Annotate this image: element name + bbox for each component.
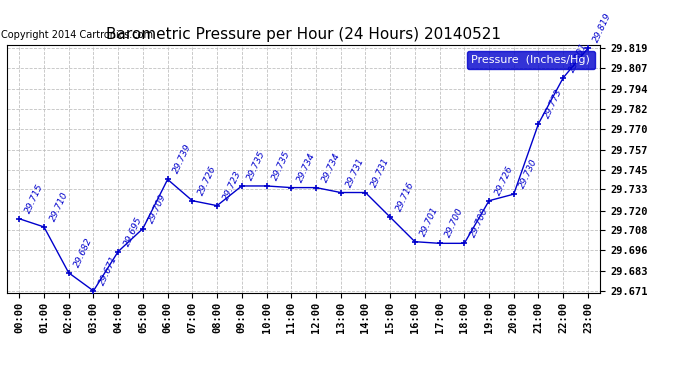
Text: 29.710: 29.710: [48, 190, 70, 223]
Text: 29.700: 29.700: [469, 207, 490, 239]
Text: 29.731: 29.731: [345, 156, 366, 188]
Text: 29.716: 29.716: [394, 180, 416, 213]
Text: 29.819: 29.819: [592, 12, 613, 44]
Text: 29.726: 29.726: [197, 164, 218, 196]
Text: 29.773: 29.773: [542, 87, 564, 120]
Text: 29.730: 29.730: [518, 158, 540, 190]
Text: 29.739: 29.739: [172, 143, 193, 175]
Text: 29.734: 29.734: [295, 151, 317, 183]
Text: 29.723: 29.723: [221, 169, 243, 201]
Text: 29.735: 29.735: [270, 149, 292, 182]
Title: Barometric Pressure per Hour (24 Hours) 20140521: Barometric Pressure per Hour (24 Hours) …: [106, 27, 501, 42]
Text: Copyright 2014 Cartronics.com: Copyright 2014 Cartronics.com: [1, 30, 153, 40]
Text: 29.731: 29.731: [370, 156, 391, 188]
Text: 29.701: 29.701: [419, 205, 440, 237]
Text: 29.671: 29.671: [97, 254, 119, 287]
Text: 29.801: 29.801: [567, 41, 589, 74]
Legend: Pressure  (Inches/Hg): Pressure (Inches/Hg): [467, 51, 595, 69]
Text: 29.726: 29.726: [493, 164, 515, 196]
Text: 29.682: 29.682: [73, 236, 95, 268]
Text: 29.695: 29.695: [122, 215, 144, 248]
Text: 29.709: 29.709: [147, 192, 168, 224]
Text: 29.700: 29.700: [444, 207, 465, 239]
Text: 29.734: 29.734: [320, 151, 342, 183]
Text: 29.715: 29.715: [23, 182, 45, 214]
Text: 29.735: 29.735: [246, 149, 268, 182]
